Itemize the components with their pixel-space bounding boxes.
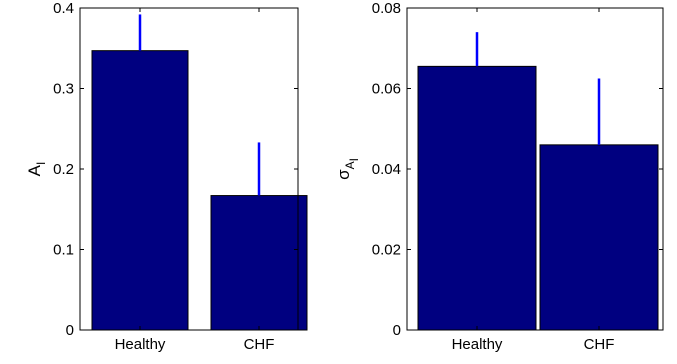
y-axis-label-main: A bbox=[25, 164, 44, 176]
y-axis-label-main: σ bbox=[334, 169, 353, 180]
y-tick-label: 0 bbox=[66, 322, 74, 339]
error-bars-group bbox=[138, 14, 261, 196]
y-tick-label: 0.3 bbox=[53, 81, 74, 98]
y-axis: 0 0.02 0.04 0.06 0.08 bbox=[372, 0, 663, 339]
y-axis-label-subsubscript: I bbox=[347, 158, 361, 161]
bar-healthy bbox=[91, 50, 189, 331]
y-axis-label-subscript: I bbox=[34, 162, 48, 165]
y-tick-label: 0.06 bbox=[372, 81, 401, 98]
y-axis: 0 0.1 0.2 0.3 0.4 bbox=[53, 0, 298, 339]
bar-chf bbox=[539, 144, 659, 331]
y-tick-label: 0.02 bbox=[372, 242, 401, 259]
y-tick-label: 0.04 bbox=[372, 161, 401, 178]
x-tick-label: CHF bbox=[244, 336, 275, 353]
y-axis-label: σAI bbox=[334, 158, 361, 180]
bar-healthy bbox=[417, 65, 537, 331]
x-axis: Healthy CHF bbox=[115, 8, 275, 353]
y-tick-label: 0.4 bbox=[53, 0, 74, 17]
y-axis-label-subscript: A bbox=[343, 161, 357, 169]
chart-panel-a-i: 0 0.1 0.2 0.3 0.4 Healthy CHF AI bbox=[25, 0, 308, 353]
error-bars-group bbox=[475, 32, 601, 145]
chart-panel-sigma-a-i: 0 0.02 0.04 0.06 0.08 Healthy CHF σAI bbox=[334, 0, 664, 353]
y-axis-label: AI bbox=[25, 162, 48, 177]
y-tick-label: 0.1 bbox=[53, 242, 74, 259]
x-tick-label: Healthy bbox=[115, 336, 166, 353]
y-tick-label: 0.2 bbox=[53, 161, 74, 178]
x-tick-label: Healthy bbox=[452, 336, 503, 353]
x-tick-label: CHF bbox=[584, 336, 615, 353]
bars-group bbox=[91, 50, 308, 331]
y-tick-label: 0 bbox=[393, 322, 401, 339]
y-tick-label: 0.08 bbox=[372, 0, 401, 17]
bar-chf bbox=[210, 195, 308, 331]
bars-group bbox=[417, 65, 659, 331]
x-axis: Healthy CHF bbox=[452, 8, 615, 353]
